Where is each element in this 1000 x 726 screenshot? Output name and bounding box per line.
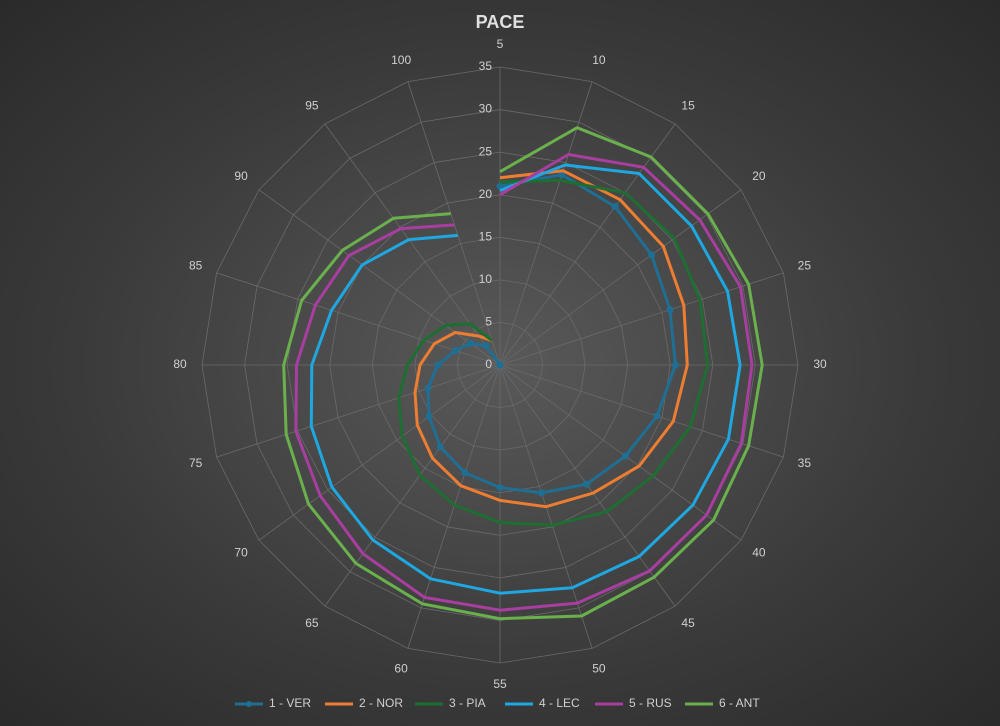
grid-line	[414, 279, 586, 451]
spoke	[499, 364, 784, 458]
point-marker	[461, 469, 469, 477]
spoke	[499, 272, 784, 366]
category-label: 75	[189, 456, 203, 470]
point-marker	[611, 203, 619, 211]
point-marker	[482, 342, 490, 350]
category-label: 20	[752, 169, 766, 183]
category-label: 35	[798, 456, 812, 470]
spoke	[499, 123, 676, 366]
category-label: 30	[813, 357, 827, 371]
legend-label: 4 - LEC	[539, 696, 580, 710]
category-label: 65	[305, 616, 319, 630]
spoke	[324, 364, 501, 607]
point-marker	[434, 361, 442, 369]
grid-line	[201, 66, 799, 664]
legend-marker	[246, 701, 252, 707]
category-label: 55	[493, 677, 507, 691]
point-marker	[451, 347, 459, 355]
point-marker	[538, 489, 546, 497]
legend-label: 3 - PIA	[449, 696, 486, 710]
point-marker	[424, 384, 432, 392]
point-marker	[496, 182, 504, 190]
point-marker	[425, 413, 433, 421]
radial-tick-label: 5	[485, 315, 492, 329]
point-marker	[496, 484, 504, 492]
series-line	[294, 153, 754, 612]
grid: 0 5 10 15 20 25 30 35 5 10 15 20 25 30 35 40 45 50 55 60 65 7…	[173, 37, 827, 691]
spoke	[216, 364, 501, 458]
category-label: 100	[391, 53, 411, 67]
point-marker	[648, 251, 656, 259]
point-marker	[558, 171, 566, 179]
spoke	[499, 81, 593, 366]
category-label: 10	[592, 53, 606, 67]
point-marker	[583, 480, 591, 488]
category-label: 15	[681, 98, 695, 112]
legend-label: 1 - VER	[269, 696, 311, 710]
spoke	[258, 189, 501, 366]
series-line	[413, 169, 689, 509]
legend-label: 5 - RUS	[629, 696, 672, 710]
grid-line	[457, 322, 543, 408]
radial-tick-label: 20	[479, 187, 493, 201]
category-label: 5	[497, 37, 504, 51]
point-marker	[621, 452, 629, 460]
radial-tick-label: 15	[479, 229, 493, 243]
point-marker	[653, 412, 661, 420]
legend-label: 6 - ANT	[719, 696, 760, 710]
legend: 1 - VER 2 - NOR 3 - PIA 4 - LEC 5 - RUS 6 - A…	[235, 696, 760, 710]
radial-tick-label: 0	[485, 357, 492, 371]
grid-line	[371, 236, 629, 494]
grid-line	[244, 109, 756, 621]
point-marker	[666, 306, 674, 314]
plot-area	[282, 126, 764, 621]
category-label: 80	[173, 357, 187, 371]
grid-line	[329, 194, 671, 536]
spoke	[407, 364, 501, 649]
legend-label: 2 - NOR	[359, 696, 403, 710]
category-label: 25	[798, 258, 812, 272]
point-marker	[436, 443, 444, 451]
category-label: 95	[305, 98, 319, 112]
point-marker	[496, 361, 504, 369]
series-line	[282, 126, 764, 621]
category-label: 90	[234, 169, 248, 183]
category-label: 85	[189, 258, 203, 272]
chart-title: PACE	[476, 12, 525, 32]
series-line	[426, 173, 677, 495]
radial-tick-label: 25	[479, 144, 493, 158]
series-line	[309, 163, 742, 595]
category-label: 70	[234, 545, 248, 559]
point-marker	[466, 339, 474, 347]
category-label: 45	[681, 616, 695, 630]
point-marker	[671, 361, 679, 369]
series-line	[397, 178, 710, 527]
spoke	[499, 364, 742, 541]
radial-tick-label: 10	[479, 272, 493, 286]
radial-tick-label: 35	[479, 59, 493, 73]
radial-tick-label: 30	[479, 102, 493, 116]
category-label: 40	[752, 545, 766, 559]
spoke	[258, 364, 501, 541]
category-label: 50	[592, 662, 606, 676]
category-label: 60	[394, 662, 408, 676]
spoke	[407, 81, 501, 366]
